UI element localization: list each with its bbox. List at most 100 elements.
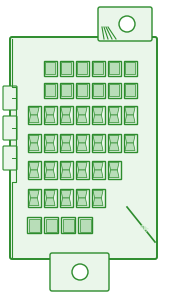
Bar	[91, 161, 105, 179]
Bar	[59, 161, 72, 179]
FancyBboxPatch shape	[3, 86, 17, 110]
Bar	[59, 83, 72, 97]
Bar	[125, 62, 135, 74]
Polygon shape	[109, 162, 119, 170]
Polygon shape	[77, 162, 87, 170]
Bar	[28, 189, 40, 207]
Polygon shape	[29, 198, 39, 206]
Polygon shape	[109, 115, 119, 122]
Polygon shape	[77, 198, 87, 206]
Polygon shape	[93, 115, 103, 122]
Polygon shape	[45, 162, 55, 170]
Bar	[125, 84, 135, 96]
Polygon shape	[77, 170, 87, 178]
Bar	[61, 62, 71, 74]
Polygon shape	[61, 115, 71, 122]
Polygon shape	[93, 162, 103, 170]
Bar	[109, 62, 119, 74]
Polygon shape	[45, 170, 55, 178]
Bar	[107, 61, 121, 75]
Polygon shape	[61, 135, 71, 143]
Polygon shape	[93, 190, 103, 198]
Bar	[123, 134, 137, 152]
FancyBboxPatch shape	[10, 37, 157, 259]
Polygon shape	[109, 135, 119, 143]
Polygon shape	[77, 143, 87, 151]
Bar	[44, 217, 58, 233]
Bar	[28, 134, 40, 152]
Bar	[93, 62, 103, 74]
FancyBboxPatch shape	[3, 116, 17, 140]
Bar	[45, 84, 55, 96]
Polygon shape	[109, 108, 119, 115]
Polygon shape	[77, 108, 87, 115]
Bar	[77, 62, 87, 74]
Bar	[61, 84, 71, 96]
Polygon shape	[93, 198, 103, 206]
Bar	[28, 161, 40, 179]
Bar	[77, 84, 87, 96]
Bar	[75, 83, 89, 97]
Polygon shape	[45, 143, 55, 151]
Polygon shape	[61, 143, 71, 151]
Circle shape	[119, 16, 135, 32]
Bar	[44, 61, 56, 75]
Polygon shape	[29, 143, 39, 151]
Polygon shape	[61, 108, 71, 115]
FancyBboxPatch shape	[3, 146, 17, 170]
Bar	[44, 134, 56, 152]
Bar	[80, 219, 90, 231]
Bar	[123, 61, 137, 75]
Bar	[91, 134, 105, 152]
Polygon shape	[29, 190, 39, 198]
Circle shape	[72, 264, 88, 280]
Polygon shape	[130, 217, 155, 257]
Polygon shape	[93, 170, 103, 178]
Polygon shape	[45, 190, 55, 198]
Polygon shape	[109, 170, 119, 178]
Bar	[107, 134, 121, 152]
Polygon shape	[93, 108, 103, 115]
Bar	[29, 219, 39, 231]
Bar	[107, 161, 121, 179]
Polygon shape	[29, 170, 39, 178]
Polygon shape	[77, 115, 87, 122]
Polygon shape	[61, 162, 71, 170]
Bar	[75, 61, 89, 75]
Bar	[91, 61, 105, 75]
Polygon shape	[61, 170, 71, 178]
Polygon shape	[77, 135, 87, 143]
Bar	[59, 134, 72, 152]
Bar	[123, 106, 137, 124]
Polygon shape	[109, 143, 119, 151]
Polygon shape	[125, 135, 135, 143]
Bar	[45, 62, 55, 74]
Bar	[28, 106, 40, 124]
Bar	[91, 106, 105, 124]
Polygon shape	[93, 135, 103, 143]
Bar	[91, 189, 105, 207]
Bar	[75, 189, 89, 207]
Bar	[107, 83, 121, 97]
Polygon shape	[45, 115, 55, 122]
Bar	[44, 106, 56, 124]
Polygon shape	[77, 190, 87, 198]
Bar	[107, 106, 121, 124]
Text: MK: MK	[138, 224, 148, 234]
Bar	[75, 134, 89, 152]
Bar	[59, 189, 72, 207]
Polygon shape	[93, 143, 103, 151]
Polygon shape	[29, 135, 39, 143]
Polygon shape	[125, 115, 135, 122]
Polygon shape	[125, 143, 135, 151]
Bar	[61, 217, 75, 233]
Polygon shape	[29, 162, 39, 170]
Bar	[78, 217, 92, 233]
Polygon shape	[45, 135, 55, 143]
Bar	[59, 61, 72, 75]
Bar	[123, 83, 137, 97]
Bar	[46, 219, 56, 231]
Bar	[75, 161, 89, 179]
Polygon shape	[61, 198, 71, 206]
Bar	[63, 219, 73, 231]
